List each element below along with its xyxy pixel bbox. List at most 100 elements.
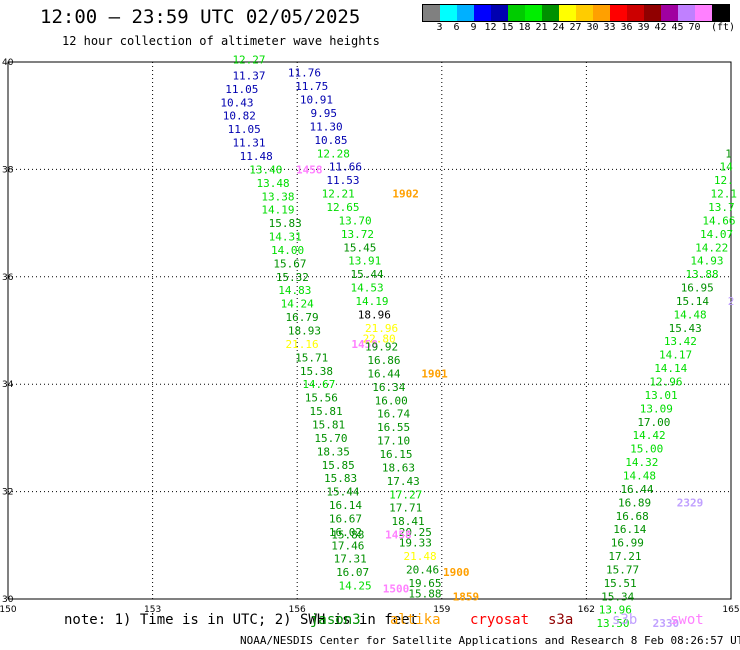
legend-tick-label: 18 — [518, 22, 531, 33]
wave-height-label: 13.70 — [338, 214, 371, 227]
wave-height-label: 15.14 — [676, 295, 709, 308]
pass-time-label: 1901 — [421, 367, 448, 380]
legend-tick-label: 21 — [535, 22, 548, 33]
wave-height-label: 15.00 — [630, 443, 663, 456]
wave-height-label: 16.14 — [329, 499, 362, 512]
pass-time-label: 1900 — [443, 566, 470, 579]
legend-tick-label: 27 — [569, 22, 582, 33]
wave-height-label: 15.44 — [326, 486, 359, 499]
wave-height-label: 10.85 — [314, 134, 347, 147]
wave-height-label: 17.00 — [637, 416, 670, 429]
legend-tick-label: 15 — [501, 22, 514, 33]
pass-time-label: 1902 — [392, 188, 419, 201]
wave-height-label: 12.28 — [317, 147, 350, 160]
wave-height-label: 14.00 — [271, 244, 304, 257]
legend-swatch — [695, 5, 712, 21]
legend-swatch — [525, 5, 542, 21]
wave-height-label: 14 — [720, 161, 734, 174]
legend-swatch — [678, 5, 695, 21]
map-subtitle: 12 hour collection of altimeter wave hei… — [62, 34, 380, 48]
wave-height-label: 16.07 — [336, 566, 369, 579]
wave-height-label: 12.27 — [232, 53, 265, 66]
wave-height-label: 14.93 — [690, 255, 723, 268]
legend-swatch — [559, 5, 576, 21]
wave-height-label: 16.00 — [375, 394, 408, 407]
pass-time-label: 2330 — [653, 617, 680, 630]
wave-height-label: 17.46 — [331, 539, 364, 552]
wave-height-label: 14.22 — [695, 241, 728, 254]
wave-height-label: 15.81 — [310, 405, 343, 418]
wave-height-label: 17.31 — [334, 553, 367, 566]
lon-tick-label: 165 — [722, 605, 739, 615]
lat-tick-label: 34 — [2, 380, 14, 390]
wave-height-label: 16.44 — [620, 483, 653, 496]
lat-tick-label: 32 — [2, 488, 13, 498]
wave-height-label: 11.48 — [240, 150, 273, 163]
legend-swatch — [610, 5, 627, 21]
wave-height-label: 15.85 — [322, 459, 355, 472]
wave-height-label: 13.40 — [249, 163, 282, 176]
wave-height-label: 1 — [725, 147, 732, 160]
wave-height-label: 16.44 — [367, 367, 400, 380]
lon-tick-label: 156 — [289, 605, 306, 615]
lat-tick-label: 38 — [2, 165, 14, 175]
wave-height-label: 14.42 — [632, 429, 665, 442]
wave-height-label: 21.96 — [365, 322, 398, 335]
wave-height-label: 14.66 — [702, 214, 735, 227]
wave-height-label: 14.25 — [338, 580, 371, 593]
legend-swatch — [661, 5, 678, 21]
wave-height-label: 16.55 — [377, 421, 410, 434]
legend-tick-label: 12 — [484, 22, 497, 33]
wave-height-label: 16.74 — [377, 408, 410, 421]
wave-height-label: 19.92 — [365, 341, 398, 354]
wave-height-label: 14.31 — [269, 231, 302, 244]
wave-height-label: 15.51 — [604, 577, 637, 590]
wave-height-label: 22.80 — [363, 333, 396, 346]
wave-height-label: 12.65 — [326, 201, 359, 214]
lat-tick-label: 30 — [2, 595, 14, 605]
altimeter-track-labels: 12.27 11.37 11.76 11.05 11.75 10.43 10.91 10.82… — [220, 53, 737, 630]
footer-credit: NOAA/NESDIS Center for Satellite Applica… — [240, 634, 740, 647]
wave-height-label: 17.27 — [389, 488, 422, 501]
wave-height-label: 16.14 — [613, 523, 646, 536]
wave-height-color-legend — [422, 4, 730, 22]
legend-swatch — [440, 5, 457, 21]
wave-height-label: 13.09 — [640, 402, 673, 415]
satellite-cryosat-label: cryosat — [470, 612, 530, 628]
wave-height-label: 15.83 — [269, 217, 302, 230]
legend-swatch — [423, 5, 440, 21]
wave-height-label: 14.53 — [351, 282, 384, 295]
wave-height-label: 12. — [714, 174, 734, 187]
satellite-swot-label: swot — [670, 612, 704, 628]
wave-height-label: 13.01 — [645, 389, 678, 402]
wave-height-label: 15.43 — [669, 322, 702, 335]
wave-height-label: 16.79 — [285, 311, 318, 324]
wave-height-label: 13.96 — [599, 604, 632, 617]
plot-frame — [7, 61, 732, 600]
wave-height-label: 14.24 — [281, 298, 314, 311]
legend-tick-label: 24 — [552, 22, 565, 33]
wave-height-label: 13.38 — [261, 190, 294, 203]
wave-height-label: 11.66 — [329, 161, 362, 174]
pass-time-label: 1859 — [453, 590, 480, 603]
legend-swatch — [627, 5, 644, 21]
legend-unit-label: (ft) — [711, 22, 736, 33]
wave-height-label: 18.93 — [288, 325, 321, 338]
wave-height-label: 17.10 — [377, 435, 410, 448]
satellite-s3a-label: s3a — [548, 612, 574, 628]
wave-height-label: 16.89 — [618, 496, 651, 509]
legend-tick-label: 36 — [620, 22, 633, 33]
wave-height-label: 12.1 — [711, 188, 738, 201]
wave-height-label: 21.48 — [404, 550, 437, 563]
wave-height-label: 14.67 — [302, 378, 335, 391]
wave-height-label: 14.17 — [659, 349, 692, 362]
wave-height-label: 15.77 — [606, 563, 639, 576]
wave-height-label: 18.41 — [391, 515, 424, 528]
lat-tick-label: 40 — [2, 58, 14, 68]
wave-height-label: 17.43 — [387, 475, 420, 488]
wave-height-label: 11.37 — [232, 69, 265, 82]
pass-time-label: 1458 — [296, 163, 323, 176]
wave-height-label: 14.48 — [623, 469, 656, 482]
pass-time-label: 2329 — [677, 496, 704, 509]
wave-height-label: 14.19 — [355, 295, 388, 308]
